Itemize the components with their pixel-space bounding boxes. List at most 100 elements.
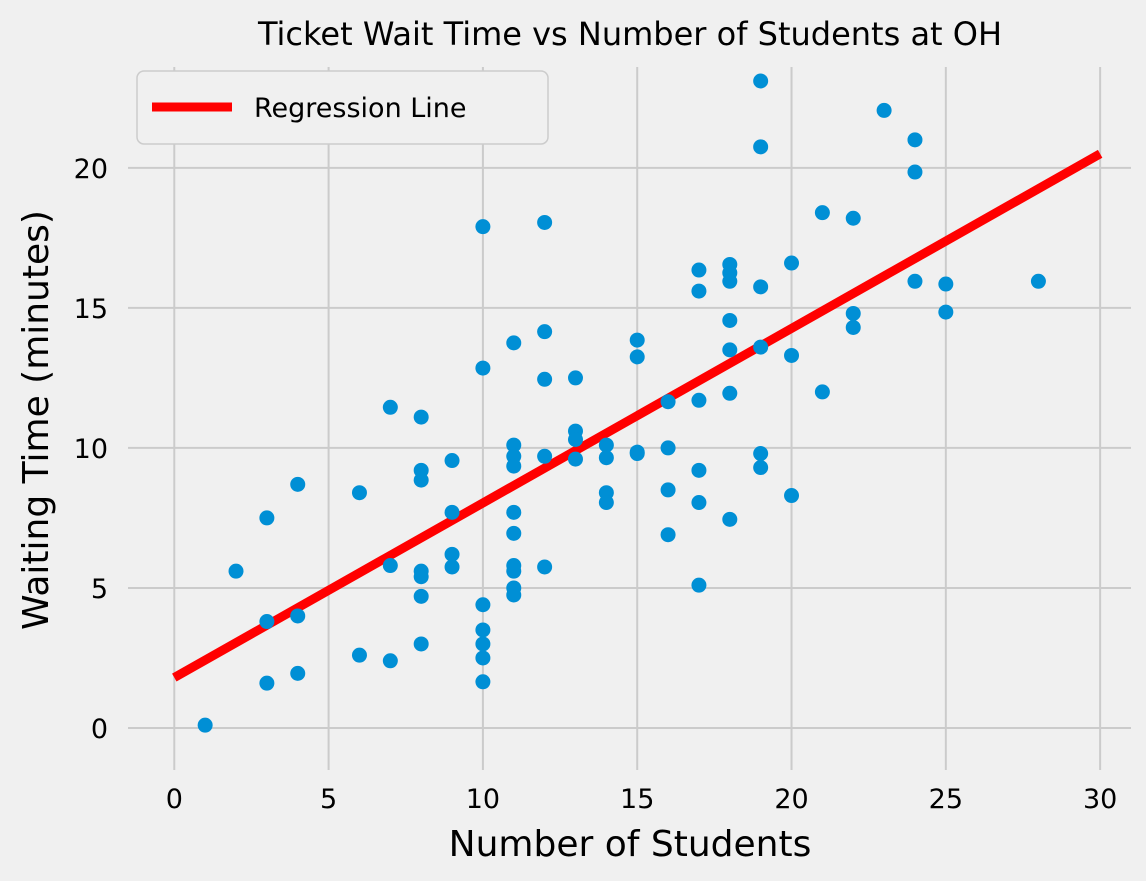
scatter-point: [691, 262, 707, 278]
scatter-point: [598, 437, 614, 453]
scatter-point: [691, 392, 707, 408]
scatter-point: [506, 587, 522, 603]
scatter-point: [938, 276, 954, 292]
x-tick-label: 0: [166, 784, 183, 815]
y-tick-label: 0: [91, 714, 108, 745]
scatter-point: [444, 559, 460, 575]
x-tick-label: 20: [774, 784, 808, 815]
scatter-point: [691, 495, 707, 511]
scatter-point: [784, 347, 800, 363]
scatter-point: [598, 495, 614, 511]
scatter-point: [784, 255, 800, 271]
scatter-point: [537, 371, 553, 387]
scatter-point: [413, 636, 429, 652]
scatter-point: [1030, 273, 1046, 289]
scatter-point: [537, 324, 553, 340]
x-tick-label: 30: [1083, 784, 1117, 815]
scatter-point: [506, 563, 522, 579]
scatter-point: [753, 460, 769, 476]
scatter-point: [537, 214, 553, 230]
scatter-point: [475, 360, 491, 376]
scatter-point: [475, 597, 491, 613]
scatter-point: [475, 674, 491, 690]
y-tick-labels: 0 5 10 15 20: [74, 154, 108, 745]
scatter-points: [197, 73, 1046, 733]
scatter-point: [753, 279, 769, 295]
y-tick-label: 15: [74, 294, 108, 325]
scatter-point: [537, 448, 553, 464]
scatter-point: [382, 653, 398, 669]
scatter-point: [382, 399, 398, 415]
regression-line-layer: [172, 149, 1103, 682]
scatter-point: [753, 139, 769, 155]
scatter-point: [290, 665, 306, 681]
y-tick-label: 20: [74, 154, 108, 185]
scatter-point: [845, 319, 861, 335]
scatter-point: [938, 304, 954, 320]
scatter-point: [722, 342, 738, 358]
scatter-point: [506, 335, 522, 351]
scatter-point: [691, 283, 707, 299]
chart-title: Ticket Wait Time vs Number of Students a…: [257, 15, 1002, 53]
x-tick-label: 15: [620, 784, 654, 815]
scatter-point: [259, 675, 275, 691]
scatter-point: [722, 312, 738, 328]
scatter-point: [629, 446, 645, 462]
scatter-point: [753, 446, 769, 462]
scatter-point: [444, 453, 460, 469]
scatter-point: [814, 384, 830, 400]
scatter-point: [413, 569, 429, 585]
scatter-point: [660, 482, 676, 498]
scatter-point: [444, 504, 460, 520]
y-tick-label: 5: [91, 574, 108, 605]
scatter-point: [567, 432, 583, 448]
scatter-point: [413, 588, 429, 604]
x-tick-labels: 0 5 10 15 20 25 30: [166, 784, 1118, 815]
scatter-point: [784, 488, 800, 504]
scatter-point: [567, 451, 583, 467]
scatter-point: [475, 622, 491, 638]
scatter-point: [691, 577, 707, 593]
scatter-point: [753, 73, 769, 89]
scatter-point: [475, 650, 491, 666]
grid-lines: [128, 67, 1131, 770]
scatter-point: [722, 385, 738, 401]
scatter-point: [907, 132, 923, 148]
scatter-point: [598, 450, 614, 466]
scatter-point: [475, 636, 491, 652]
scatter-point: [722, 511, 738, 527]
scatter-point: [567, 370, 583, 386]
regression-line: [172, 149, 1103, 682]
scatter-point: [506, 504, 522, 520]
scatter-point: [537, 559, 553, 575]
scatter-point: [691, 462, 707, 478]
scatter-point: [845, 305, 861, 321]
x-tick-label: 10: [466, 784, 500, 815]
x-tick-label: 25: [929, 784, 963, 815]
scatter-point: [506, 437, 522, 453]
scatter-point: [629, 332, 645, 348]
scatter-point: [259, 614, 275, 630]
legend-box: [136, 70, 549, 145]
scatter-point: [845, 210, 861, 226]
scatter-point: [629, 349, 645, 365]
scatter-point: [475, 219, 491, 235]
x-tick-label: 5: [320, 784, 337, 815]
scatter-point: [290, 476, 306, 492]
scatter-point: [506, 525, 522, 541]
scatter-point: [290, 608, 306, 624]
legend-regression-label: Regression Line: [254, 93, 467, 124]
legend: Regression Line: [136, 70, 549, 145]
scatter-point: [722, 273, 738, 289]
scatter-point: [382, 558, 398, 574]
scatter-point: [753, 339, 769, 355]
scatter-point: [506, 458, 522, 474]
scatter-point: [228, 563, 244, 579]
scatter-point: [351, 485, 367, 501]
y-tick-label: 10: [74, 434, 108, 465]
scatter-point: [413, 409, 429, 425]
scatter-point: [413, 472, 429, 488]
scatter-point: [660, 394, 676, 410]
scatter-point: [907, 164, 923, 180]
